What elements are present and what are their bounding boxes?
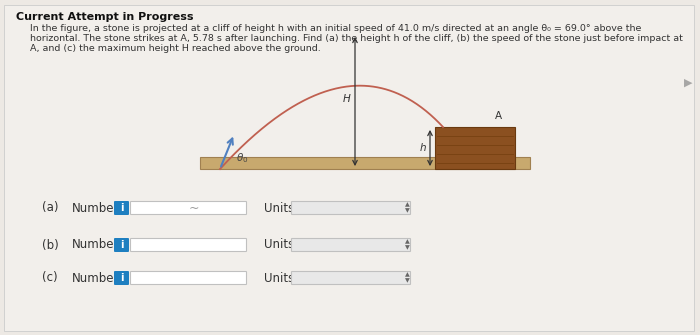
Text: ▶: ▶ (684, 78, 692, 88)
FancyBboxPatch shape (114, 201, 129, 215)
Text: ▼: ▼ (405, 208, 409, 213)
Text: h: h (419, 143, 426, 153)
FancyBboxPatch shape (4, 5, 694, 331)
FancyBboxPatch shape (291, 271, 410, 284)
Text: Units: Units (264, 239, 294, 252)
Text: ▲: ▲ (405, 202, 409, 207)
Text: ▲: ▲ (405, 240, 409, 245)
Text: Number: Number (72, 271, 120, 284)
Text: $\theta_0$: $\theta_0$ (236, 151, 248, 165)
FancyBboxPatch shape (130, 239, 246, 252)
FancyBboxPatch shape (114, 271, 129, 285)
Text: A: A (494, 111, 502, 121)
Text: ▼: ▼ (405, 246, 409, 251)
Text: Current Attempt in Progress: Current Attempt in Progress (16, 12, 193, 22)
FancyBboxPatch shape (291, 239, 410, 252)
Text: Number: Number (72, 239, 120, 252)
Bar (200, 157, 530, 169)
Text: ~: ~ (189, 201, 199, 214)
Text: horizontal. The stone strikes at A, 5.78 s after launching. Find (a) the height : horizontal. The stone strikes at A, 5.78… (30, 34, 683, 43)
Text: (c): (c) (42, 271, 57, 284)
Text: Number: Number (72, 201, 120, 214)
Text: ▼: ▼ (405, 278, 409, 283)
FancyBboxPatch shape (114, 238, 129, 252)
Text: i: i (120, 203, 123, 213)
Text: (b): (b) (42, 239, 59, 252)
Text: Units: Units (264, 201, 294, 214)
Text: In the figure, a stone is projected at a cliff of height h with an initial speed: In the figure, a stone is projected at a… (30, 24, 641, 33)
FancyBboxPatch shape (130, 271, 246, 284)
Bar (435, 127, 515, 169)
Text: H: H (342, 94, 350, 105)
Text: i: i (120, 240, 123, 250)
FancyBboxPatch shape (291, 201, 410, 214)
Text: (a): (a) (42, 201, 59, 214)
Text: A, and (c) the maximum height H reached above the ground.: A, and (c) the maximum height H reached … (30, 44, 321, 53)
Text: Units: Units (264, 271, 294, 284)
FancyBboxPatch shape (130, 201, 246, 214)
Text: ▲: ▲ (405, 272, 409, 277)
Text: i: i (120, 273, 123, 283)
